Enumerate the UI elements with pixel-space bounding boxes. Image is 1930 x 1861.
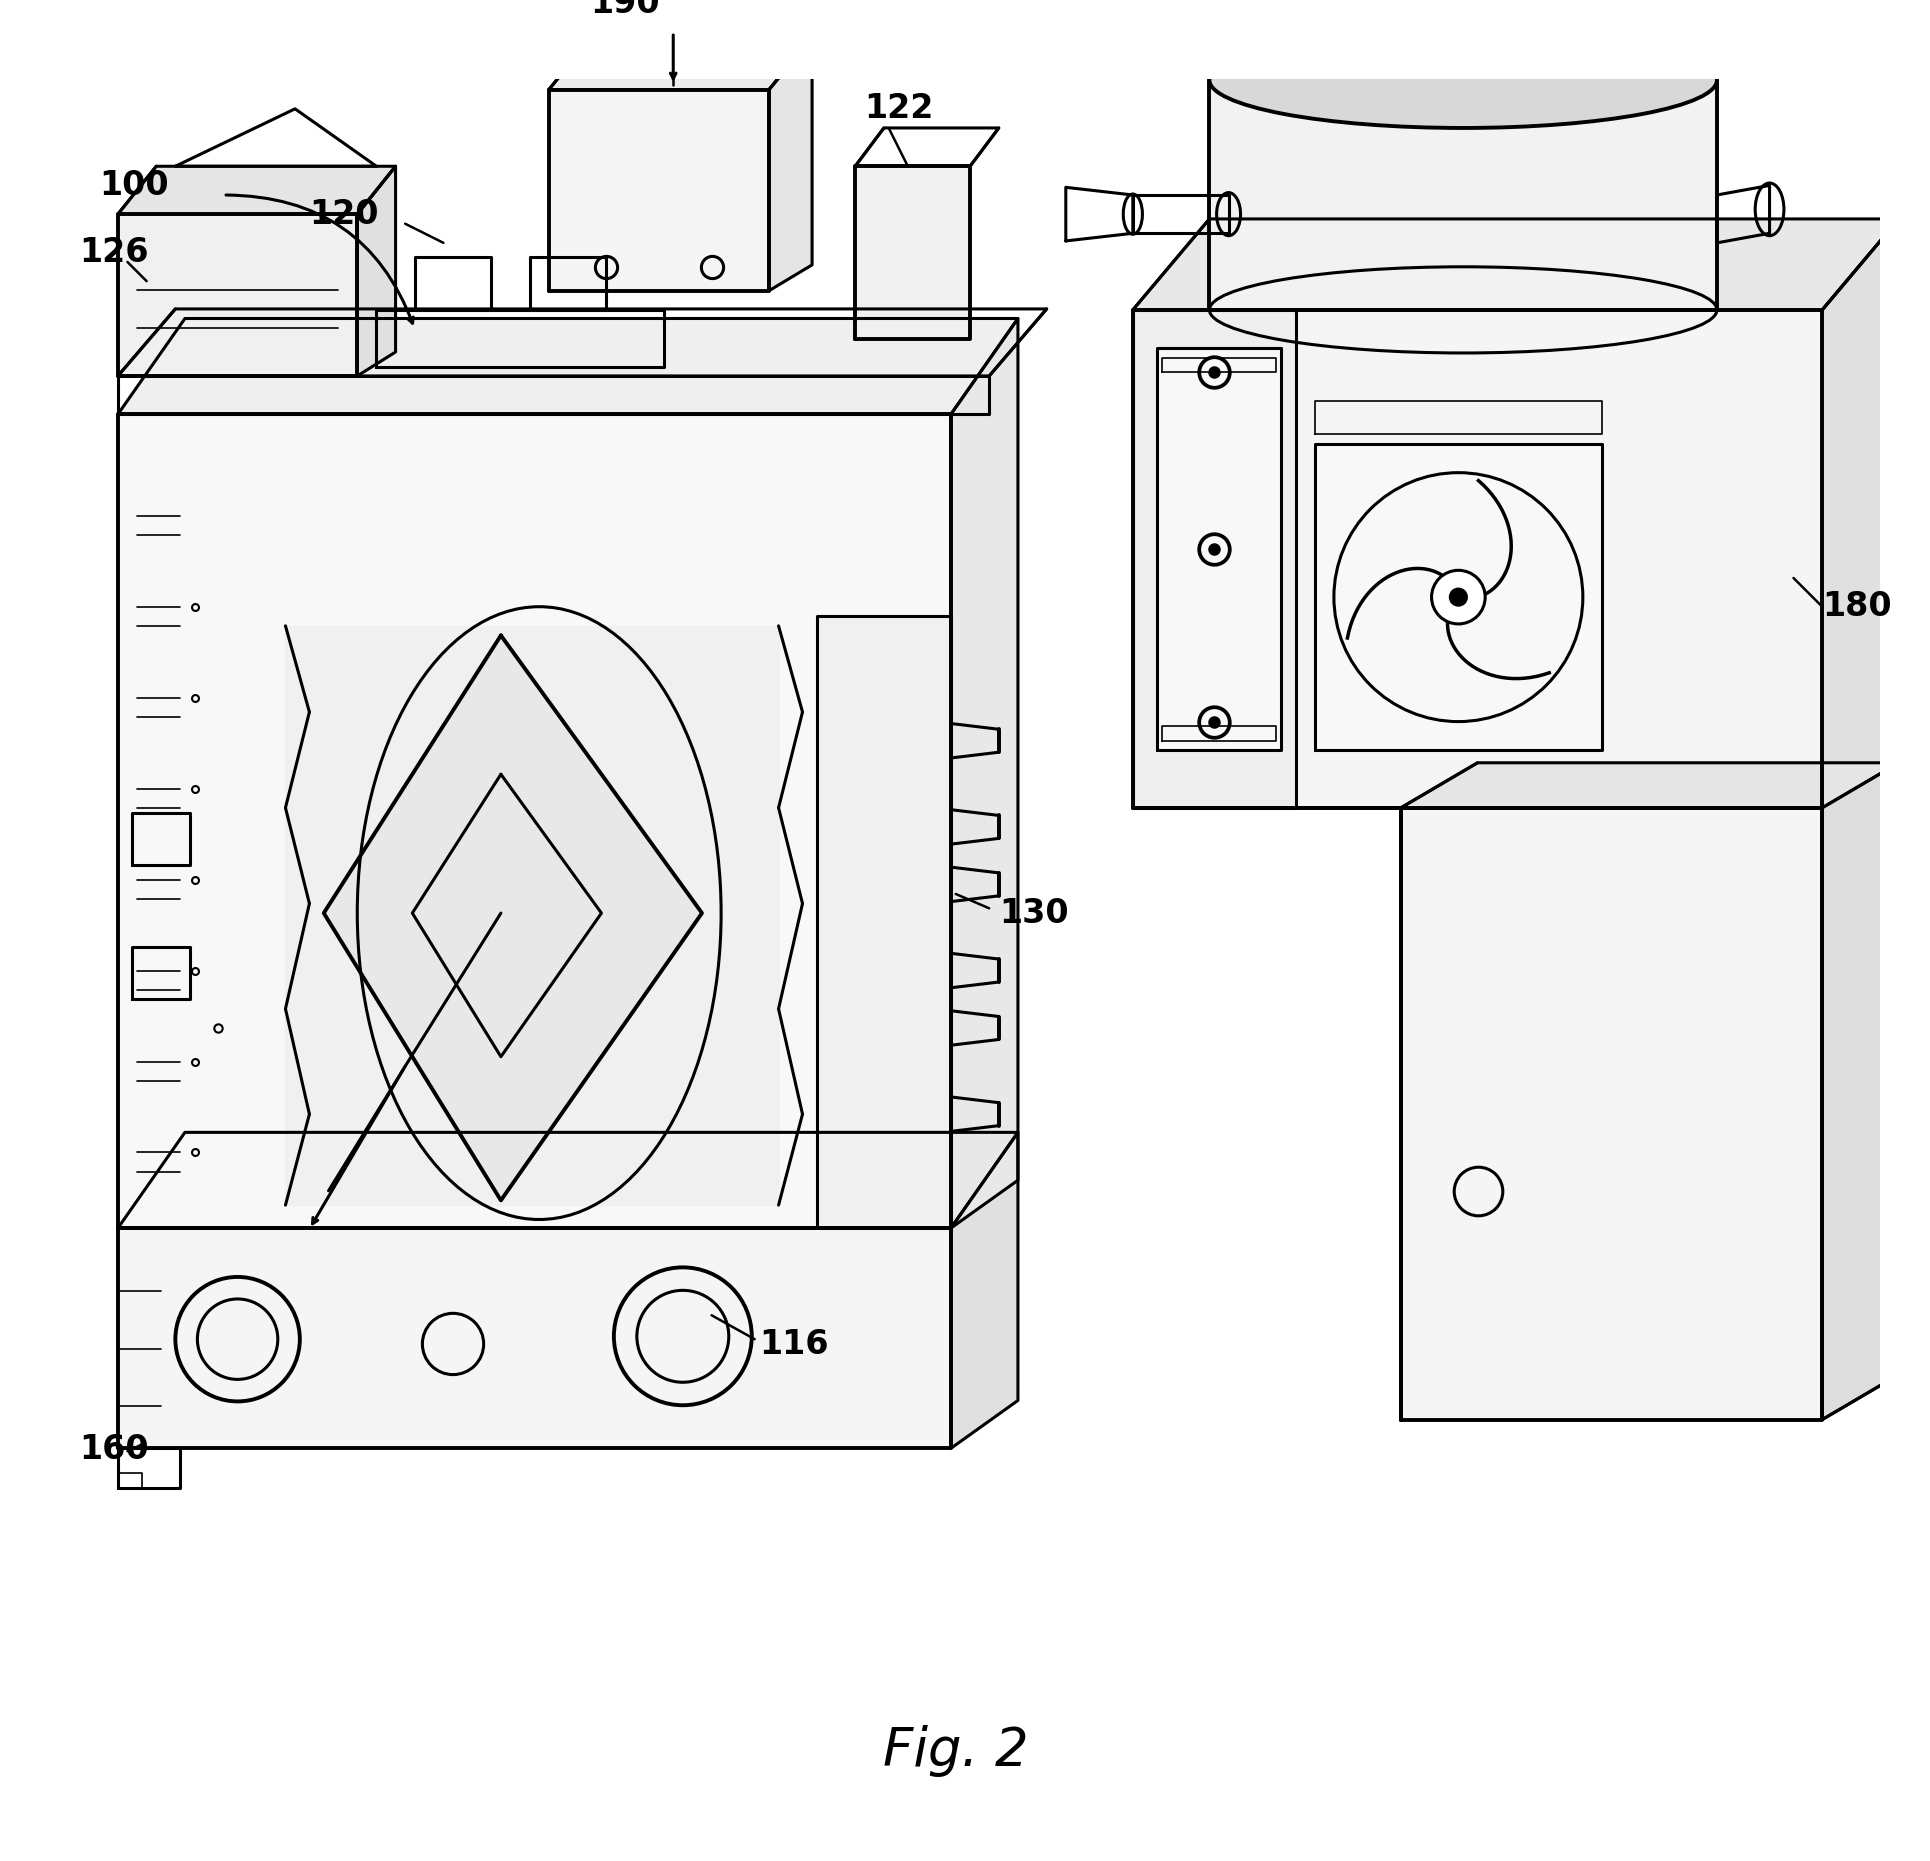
Text: Fig. 2: Fig. 2 [882,1725,1029,1777]
Polygon shape [286,625,778,1206]
Text: 116: 116 [758,1327,828,1360]
Polygon shape [951,1131,1017,1448]
Polygon shape [118,415,951,1228]
Polygon shape [118,166,396,214]
Polygon shape [548,37,813,89]
Text: 120: 120 [309,197,378,231]
Polygon shape [1133,220,1899,311]
Polygon shape [118,1228,951,1448]
Polygon shape [118,214,357,376]
Polygon shape [951,318,1017,1228]
Polygon shape [1822,763,1899,1420]
Text: 122: 122 [865,93,934,125]
Polygon shape [1133,311,1822,808]
Circle shape [1449,588,1469,607]
Polygon shape [768,37,813,290]
Polygon shape [1401,763,1899,808]
Text: 190: 190 [591,0,660,20]
Polygon shape [118,318,1017,415]
Polygon shape [1401,808,1822,1420]
Polygon shape [1210,80,1718,311]
Text: 180: 180 [1822,590,1891,623]
Polygon shape [118,1131,1017,1228]
Polygon shape [324,635,703,1200]
Polygon shape [816,616,951,1228]
Polygon shape [1314,445,1602,750]
Text: 126: 126 [79,236,149,270]
Circle shape [1432,569,1486,623]
Text: 130: 130 [1000,897,1069,930]
Polygon shape [357,166,396,376]
Ellipse shape [1210,32,1718,128]
Text: 160: 160 [79,1433,149,1466]
Polygon shape [1822,220,1899,1420]
Text: 100: 100 [98,169,168,203]
Polygon shape [548,89,768,290]
Polygon shape [855,166,971,339]
Polygon shape [1133,311,1295,808]
Polygon shape [1156,348,1282,750]
